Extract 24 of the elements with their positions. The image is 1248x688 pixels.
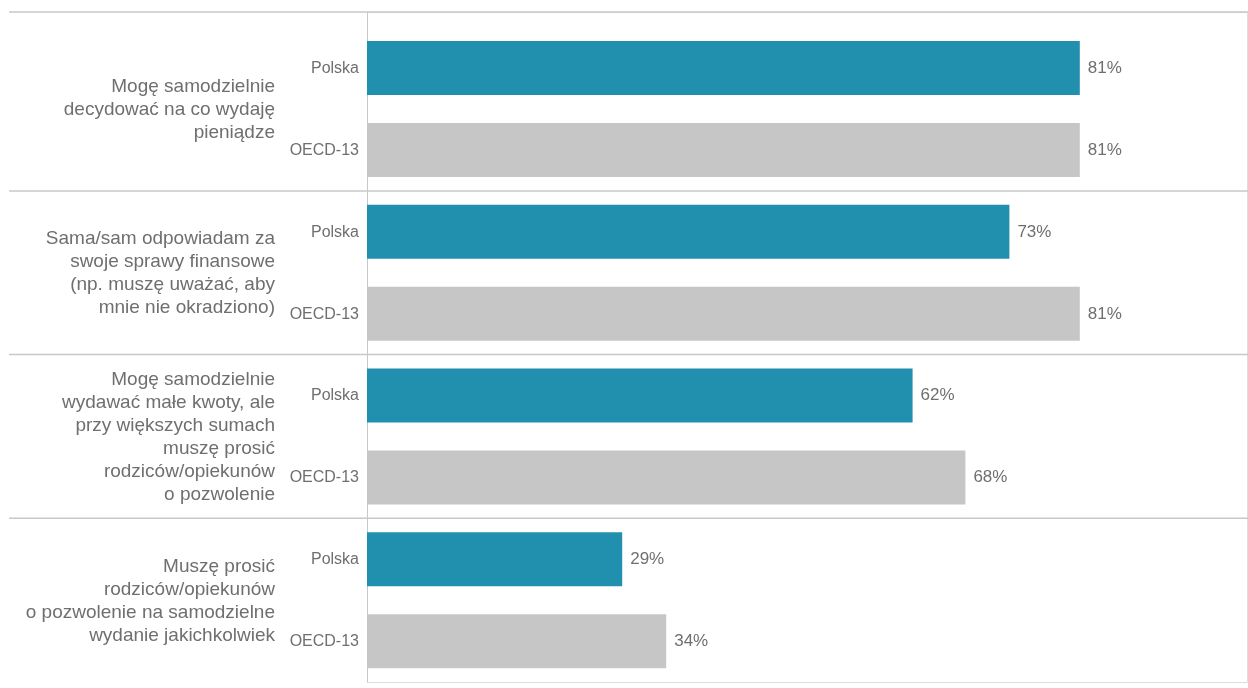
text: OECD-13 — [289, 468, 359, 486]
series-label: OECD-13 — [289, 141, 360, 159]
data-label: 68% — [973, 467, 1008, 487]
y-tick-label: Sama/sam odpowiadam za swoje sprawy finansowe (np. muszę uważać, aby mnie nie okradziono) — [45, 227, 276, 318]
text: Polska — [310, 222, 359, 240]
bar — [367, 368, 913, 423]
y-tick-label: Mogę samodzielnie decydować na co wydaję pieniądze — [63, 75, 275, 143]
y-tick-label: Muszę prosić rodziców/opiekunów o pozwolenie na samodzielne wydanie jakichkolwiek — [25, 554, 276, 645]
data-label: 81% — [1087, 303, 1122, 323]
text: OECD-13 — [289, 304, 359, 322]
data-label: 62% — [920, 385, 955, 405]
text: Polska — [310, 386, 359, 404]
series-label: Polska — [310, 59, 360, 77]
text: Polska — [310, 550, 359, 568]
data-label: 73% — [1017, 221, 1052, 241]
data-label: 81% — [1087, 140, 1122, 160]
bar — [367, 532, 623, 587]
data-label: 34% — [674, 631, 709, 651]
bar — [367, 204, 1010, 259]
y-tick-label: Mogę samodzielnie wydawać małe kwoty, ale przy większych sumach muszę prosić rodziców/opiekunów o pozwolenie — [61, 367, 276, 504]
bar — [367, 41, 1080, 96]
data-label: 81% — [1087, 58, 1122, 78]
data-label: 29% — [630, 549, 665, 569]
text: OECD-13 — [289, 632, 359, 650]
